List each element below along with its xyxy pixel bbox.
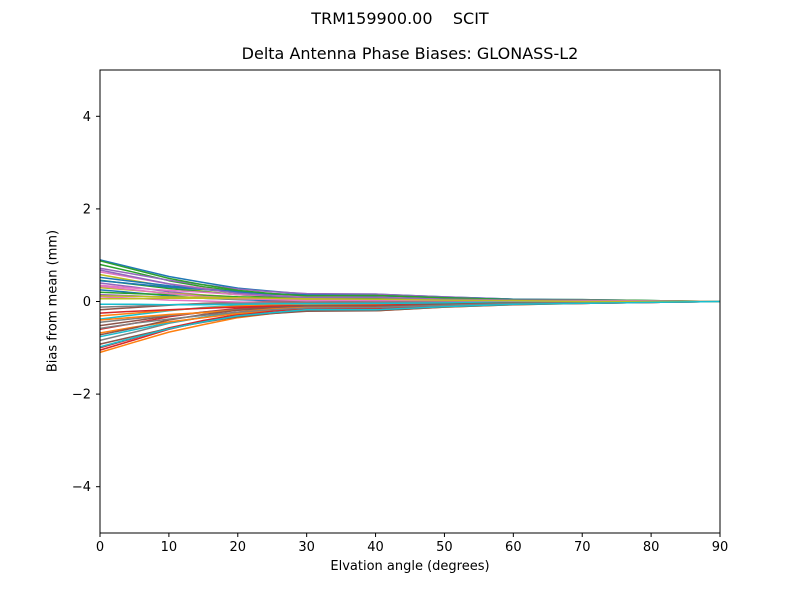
series-line-s38 [99,300,721,330]
y-tick-label: 2 [83,202,91,217]
figure-suptitle: TRM159900.00 SCIT [311,9,489,28]
x-tick-label: 70 [574,540,591,555]
x-tick-label: 60 [505,540,522,555]
y-tick-label: −2 [72,388,91,403]
series-line-s35 [99,269,721,303]
series-line-s39 [99,295,720,303]
y-tick-label: 0 [83,295,91,310]
x-tick-label: 90 [712,540,729,555]
series-line-s40 [99,300,721,348]
x-tick-label: 50 [436,540,453,555]
x-tick-label: 40 [367,540,384,555]
y-tick-label: 4 [83,110,91,125]
x-axis-label: Elvation angle (degrees) [330,559,490,574]
y-axis-label: Bias from mean (mm) [45,229,61,373]
x-tick-label: 10 [161,540,178,555]
x-tick-label: 0 [96,540,104,555]
x-tick-label: 80 [643,540,660,555]
y-tick-label: −4 [72,480,91,495]
chart-title: Delta Antenna Phase Biases: GLONASS-L2 [241,44,579,63]
x-tick-label: 30 [298,540,315,555]
x-tick-label: 20 [230,540,247,555]
